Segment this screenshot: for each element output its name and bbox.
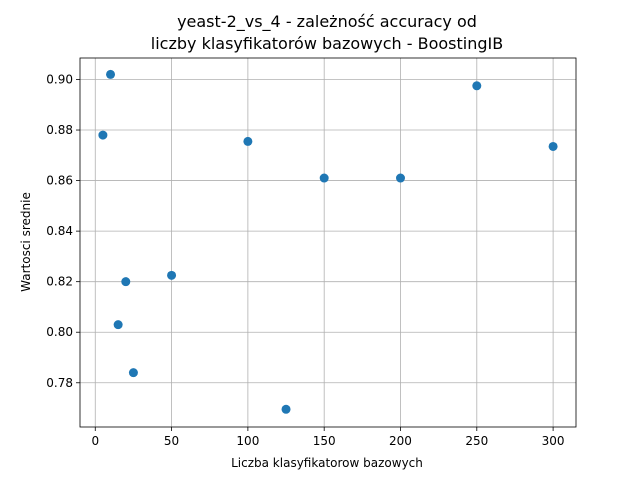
y-tick-label: 0.82	[46, 275, 73, 289]
data-point	[98, 130, 108, 140]
x-tick-label: 100	[236, 434, 259, 448]
y-tick-label: 0.88	[46, 123, 73, 137]
y-tick-label: 0.78	[46, 376, 73, 390]
data-point	[167, 270, 177, 280]
y-tick-label: 0.86	[46, 174, 73, 188]
data-point	[472, 81, 482, 91]
x-tick-label: 50	[164, 434, 179, 448]
x-tick-label: 200	[389, 434, 412, 448]
x-tick-label: 0	[91, 434, 99, 448]
chart-title-line-1: yeast-2_vs_4 - zależność accuracy od	[177, 12, 477, 32]
x-tick-label: 150	[313, 434, 336, 448]
x-tick-label: 300	[542, 434, 565, 448]
y-tick-label: 0.80	[46, 325, 73, 339]
data-point	[106, 69, 116, 79]
data-point	[548, 141, 558, 151]
x-axis-label: Liczba klasyfikatorow bazowych	[231, 456, 423, 470]
y-axis: 0.78 0.80 0.82 0.84 0.86 0.88 0.90	[46, 72, 80, 390]
data-point	[128, 368, 138, 378]
data-point	[113, 320, 123, 330]
chart-title-line-2: liczby klasyfikatorów bazowych - Boostin…	[151, 34, 503, 53]
data-point	[395, 173, 405, 183]
grid-lines	[80, 58, 576, 427]
data-point	[281, 404, 291, 414]
x-axis: 0 50 100 150 200 250 300	[91, 427, 565, 448]
plot-area	[79, 57, 577, 428]
y-axis-label: Wartosci srednie	[19, 192, 33, 292]
data-point	[319, 173, 329, 183]
data-points	[98, 69, 558, 414]
x-tick-label: 250	[465, 434, 488, 448]
y-tick-label: 0.90	[46, 72, 73, 86]
y-tick-label: 0.84	[46, 224, 73, 238]
data-point	[243, 136, 253, 146]
chart-title: yeast-2_vs_4 - zależność accuracy od lic…	[151, 12, 503, 53]
data-point	[121, 277, 131, 287]
